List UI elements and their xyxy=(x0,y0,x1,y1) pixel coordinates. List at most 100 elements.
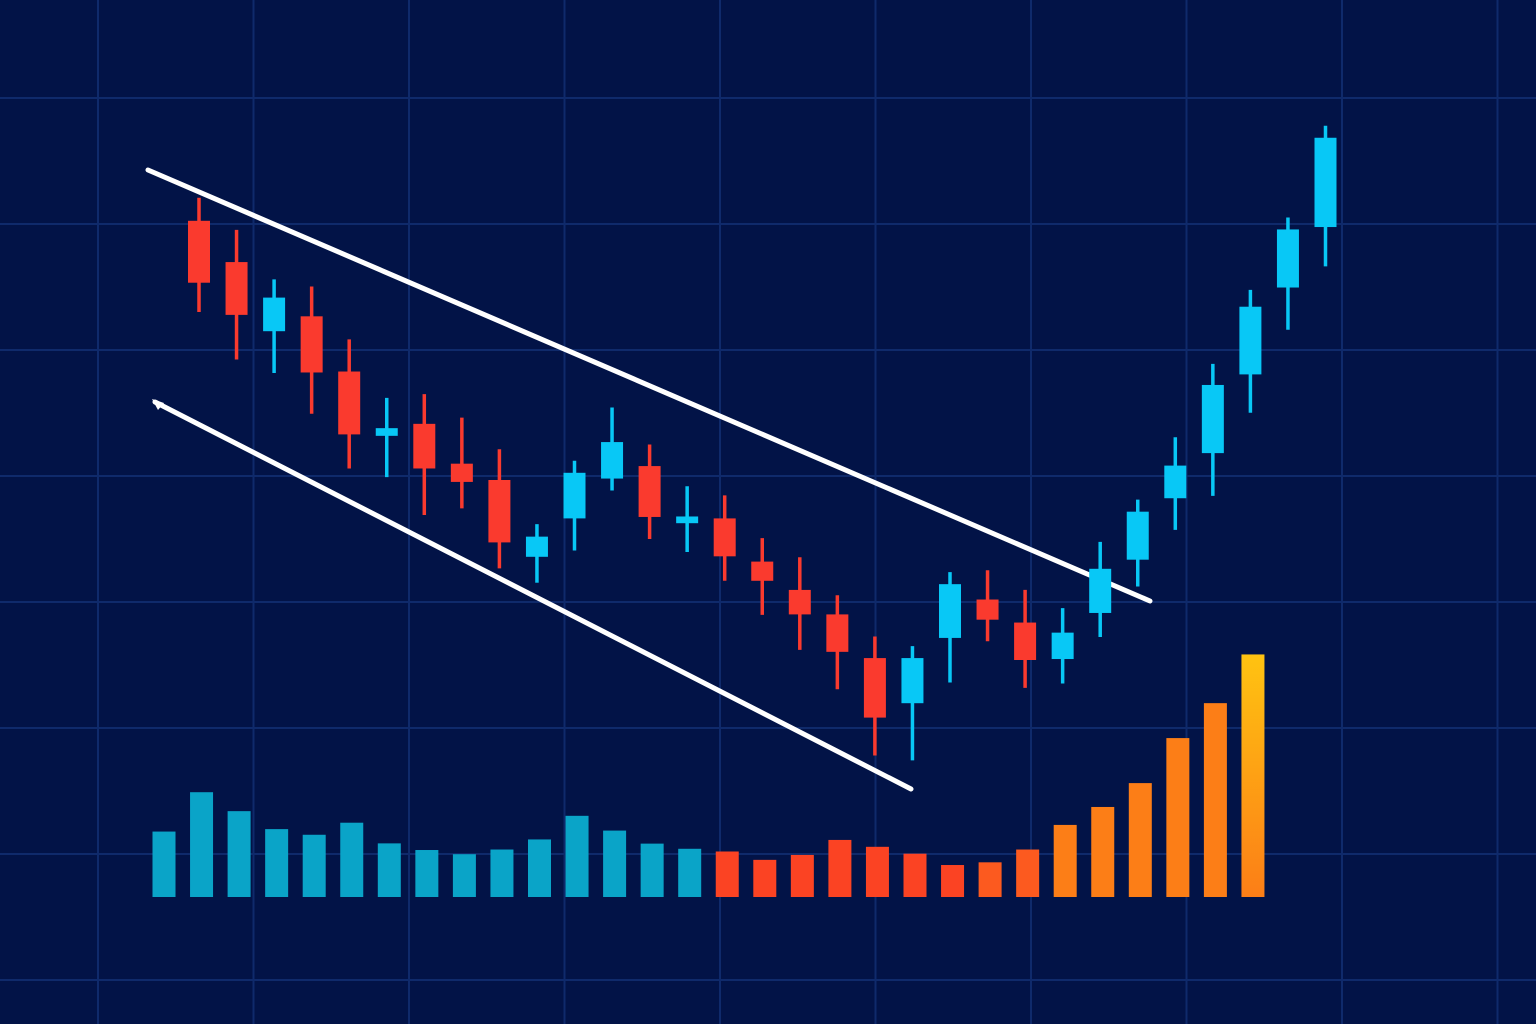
candle-body xyxy=(901,658,924,704)
bearish-candle xyxy=(338,339,361,469)
volume-bar xyxy=(1128,783,1152,897)
bullish-candle xyxy=(1201,363,1224,496)
volume-bar xyxy=(152,831,176,897)
bullish-candle xyxy=(1276,217,1299,330)
trendline-layer xyxy=(145,167,1153,792)
bearish-candle xyxy=(751,538,774,615)
candle-body xyxy=(939,584,961,638)
candle-body xyxy=(1089,568,1112,613)
volume-bar xyxy=(941,865,965,897)
bullish-candle xyxy=(375,397,398,478)
volume-bar xyxy=(978,862,1002,897)
candle-body xyxy=(676,516,699,524)
candle-body xyxy=(976,599,999,620)
candle-body xyxy=(601,442,624,479)
candle-body xyxy=(225,262,248,315)
trendline xyxy=(145,167,1153,604)
candle-body xyxy=(1201,384,1224,454)
candle-body xyxy=(1126,511,1149,560)
candle-body xyxy=(713,518,736,557)
volume-bar xyxy=(227,811,251,897)
volume-bar xyxy=(903,853,927,897)
bearish-candle xyxy=(413,394,436,516)
bullish-candle xyxy=(1239,289,1262,413)
volume-bar xyxy=(1016,849,1040,897)
candle-body xyxy=(1239,306,1262,375)
candle-body xyxy=(450,463,473,482)
volume-bar xyxy=(1166,738,1190,897)
bearish-candle xyxy=(638,444,661,540)
candle-body xyxy=(1276,229,1299,288)
candle-body xyxy=(788,589,811,615)
candle-body xyxy=(375,428,398,436)
candle-body xyxy=(1314,137,1337,228)
bearish-candle xyxy=(225,229,248,360)
volume-bar xyxy=(603,830,627,897)
volume-bar xyxy=(1091,806,1115,897)
bullish-candle xyxy=(601,407,624,491)
volume-bar xyxy=(302,834,326,897)
bearish-candle xyxy=(488,449,511,569)
candle-body xyxy=(300,316,323,373)
candle-body xyxy=(1164,465,1187,499)
candle-body xyxy=(488,480,511,543)
candle-body xyxy=(263,297,286,332)
bullish-candle xyxy=(1164,437,1187,530)
bearish-candle xyxy=(788,557,811,650)
bullish-candle xyxy=(525,524,548,583)
bearish-candle xyxy=(188,197,210,312)
candle-body xyxy=(863,658,886,718)
candle-body xyxy=(1051,632,1074,660)
volume-bar xyxy=(1053,824,1077,897)
volume-bar xyxy=(265,829,289,897)
volume-series xyxy=(152,654,1265,897)
volume-bar xyxy=(528,839,551,897)
bearish-candle xyxy=(976,570,999,642)
bullish-candle xyxy=(1126,499,1149,587)
candle-body xyxy=(638,466,661,517)
volume-bar xyxy=(865,846,889,897)
volume-bar xyxy=(790,854,814,897)
bullish-candle xyxy=(1314,125,1337,267)
volume-bar xyxy=(1241,654,1265,897)
volume-bar xyxy=(715,851,739,897)
volume-bar xyxy=(565,815,589,897)
volume-bar xyxy=(753,859,777,897)
volume-bar xyxy=(678,848,702,897)
volume-bar xyxy=(415,850,439,897)
volume-bar xyxy=(640,843,664,897)
bullish-candle xyxy=(901,646,924,761)
bullish-candle xyxy=(939,572,961,683)
bearish-candle xyxy=(826,595,849,690)
candlestick-series xyxy=(188,125,1337,761)
volume-bar xyxy=(490,849,514,897)
candle-body xyxy=(188,220,210,283)
candle-body xyxy=(751,561,774,581)
candle-body xyxy=(826,614,849,652)
bearish-candle xyxy=(863,636,886,756)
volume-bar xyxy=(452,854,476,897)
bearish-candle xyxy=(450,417,473,509)
candle-body xyxy=(1014,622,1037,660)
volume-bar xyxy=(377,843,401,897)
bearish-candle xyxy=(300,286,323,414)
bullish-candle xyxy=(1089,541,1112,637)
bullish-candle xyxy=(563,460,586,551)
bearish-candle xyxy=(1014,589,1037,688)
bearish-candle xyxy=(713,495,736,581)
candle-body xyxy=(563,472,586,519)
trendline xyxy=(152,399,914,792)
bullish-candle xyxy=(676,486,699,552)
volume-bar xyxy=(828,839,852,897)
candle-body xyxy=(525,536,548,557)
volume-bar xyxy=(1203,703,1227,897)
bullish-candle xyxy=(263,279,286,373)
volume-bar xyxy=(340,822,364,897)
trendline-arrowhead xyxy=(152,399,164,410)
candle-body xyxy=(338,371,361,435)
volume-bar xyxy=(190,792,214,897)
candle-body xyxy=(413,423,436,469)
